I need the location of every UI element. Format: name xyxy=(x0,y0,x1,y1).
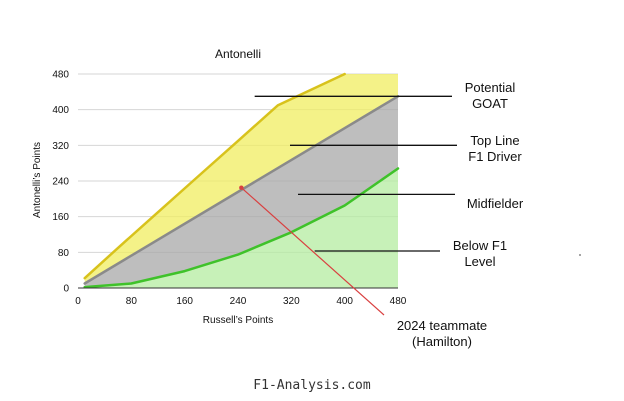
stray-dot xyxy=(579,254,581,256)
x-tick-label: 0 xyxy=(75,296,81,307)
chart-title: Antonelli xyxy=(215,47,261,61)
y-axis-label: Antonelli’s Points xyxy=(32,142,43,218)
boundaries xyxy=(83,72,400,289)
x-tick-label: 80 xyxy=(126,296,138,307)
point-callout-line xyxy=(240,187,385,316)
ticks: 0 80 160 240 320 400 480 0 80 160 240 320 400 480 xyxy=(52,70,406,308)
x-axis-label: Russell’s Points xyxy=(203,315,273,326)
boundary-diagonal-line xyxy=(83,95,400,285)
annotation-label: Midfielder xyxy=(467,196,524,211)
x-tick-label: 320 xyxy=(283,296,300,307)
boundary-top-curve xyxy=(83,72,346,280)
highlight-point xyxy=(239,185,244,190)
y-tick-label: 320 xyxy=(52,141,69,152)
footer-brand: F1-Analysis.com xyxy=(253,378,371,393)
y-tick-label: 160 xyxy=(52,212,69,223)
region-potential-goat xyxy=(84,74,398,284)
y-tick-label: 0 xyxy=(63,284,69,295)
x-tick-label: 240 xyxy=(230,296,247,307)
y-tick-label: 400 xyxy=(52,105,69,116)
x-tick-label: 480 xyxy=(390,296,407,307)
y-tick-label: 240 xyxy=(52,177,69,188)
point-label: 2024 teammate xyxy=(397,318,487,333)
annotation-label: Potential xyxy=(465,80,516,95)
annotation-label: GOAT xyxy=(472,96,508,111)
boundary-bottom-curve xyxy=(83,167,400,289)
annotation-label: Below F1 xyxy=(453,238,507,253)
x-tick-label: 400 xyxy=(336,296,353,307)
y-tick-label: 80 xyxy=(58,248,70,259)
annotation-label: Level xyxy=(464,254,495,269)
highlight-point-group: 2024 teammate(Hamilton) xyxy=(239,185,487,349)
x-tick-label: 160 xyxy=(176,296,193,307)
y-tick-label: 480 xyxy=(52,70,69,81)
point-label: (Hamilton) xyxy=(412,334,472,349)
annotation-label: F1 Driver xyxy=(468,149,522,164)
annotation-label: Top Line xyxy=(470,133,519,148)
